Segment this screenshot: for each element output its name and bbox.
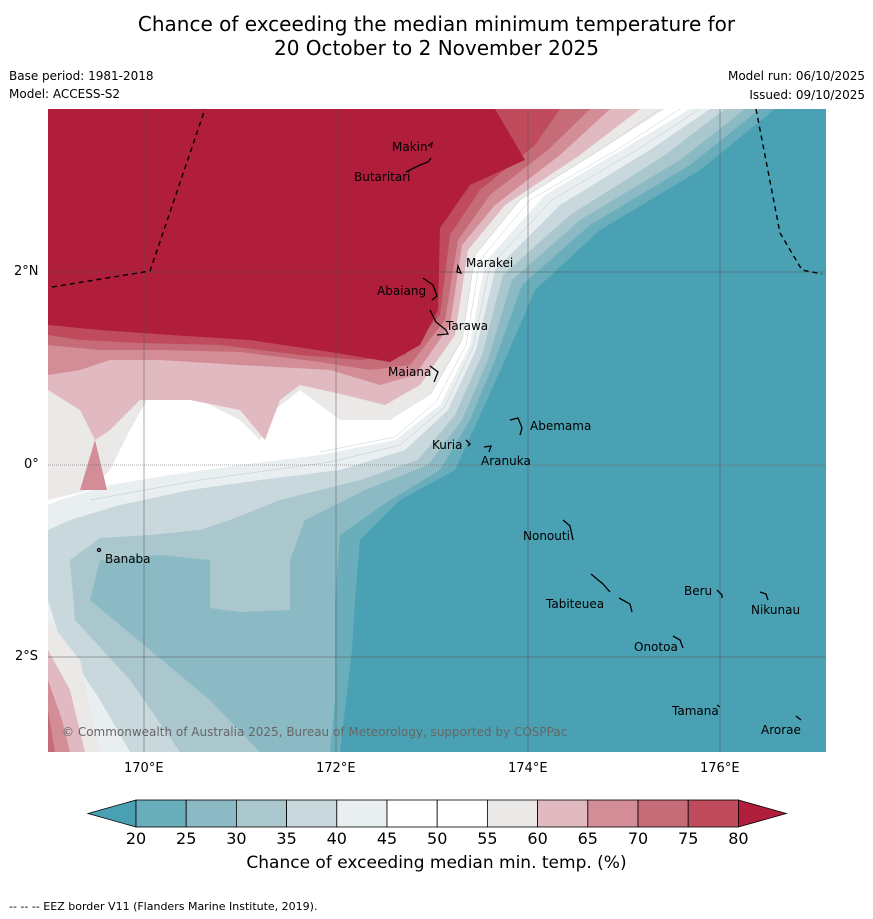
tarawa-outline — [429, 309, 450, 336]
island-label-marakei: Marakei — [466, 256, 513, 270]
eez-footer-note: -- -- -- EEZ border V11 (Flanders Marine… — [9, 900, 318, 913]
island-label-butaritari: Butaritari — [354, 170, 411, 184]
colorbar-segment — [135, 799, 187, 828]
colorbar-extend-high — [738, 799, 788, 828]
graticule — [48, 109, 826, 752]
island-label-abaiang: Abaiang — [377, 284, 426, 298]
colorbar-tick-label: 75 — [678, 829, 698, 848]
colorbar-tick-label: 30 — [226, 829, 246, 848]
colorbar-segment — [386, 799, 438, 828]
title-line-1: Chance of exceeding the median minimum t… — [137, 12, 736, 36]
island-label-aranuka: Aranuka — [481, 454, 531, 468]
contour-lines — [89, 109, 701, 501]
colorbar-tick-label: 55 — [477, 829, 497, 848]
title-line-2: 20 October to 2 November 2025 — [273, 36, 600, 60]
issued-date: Issued: 09/10/2025 — [749, 88, 865, 102]
colorbar-segment — [336, 799, 388, 828]
tabiteuea-outline — [590, 573, 633, 613]
makin-outline — [427, 141, 433, 149]
lon-tick-170e: 170°E — [124, 761, 164, 776]
colorbar-tick-label: 25 — [176, 829, 196, 848]
island-label-tamana: Tamana — [671, 704, 719, 718]
colorbar-tick-label: 65 — [578, 829, 598, 848]
colorbar-extend-low — [86, 799, 137, 828]
abaiang-outline — [422, 277, 438, 301]
island-label-banaba: Banaba — [105, 552, 151, 566]
beru-outline — [716, 589, 723, 598]
banaba-outline — [96, 547, 102, 553]
lat-tick-2s: 2°S — [15, 649, 39, 664]
colorbar-segment — [486, 799, 538, 828]
model-name: Model: ACCESS-S2 — [9, 87, 121, 101]
colorbar-segment — [537, 799, 589, 828]
arorae-outline — [795, 715, 802, 721]
aranuka-outline — [483, 445, 492, 453]
colorbar-tick-label: 60 — [527, 829, 547, 848]
colorbar-tick-label: 80 — [728, 829, 748, 848]
island-label-tarawa: Tarawa — [445, 319, 488, 333]
island-labels: Makin Butaritari Marakei Abaiang Tarawa … — [105, 140, 801, 737]
colorbar-tick-label: 70 — [628, 829, 648, 848]
abemama-outline — [509, 417, 523, 436]
colorbar-tick-label: 50 — [427, 829, 447, 848]
island-label-nonouti: Nonouti — [523, 529, 570, 543]
colorbar-tick-label: 35 — [276, 829, 296, 848]
island-label-makin: Makin — [392, 140, 428, 154]
island-label-kuria: Kuria — [432, 438, 463, 452]
colorbar-segment — [286, 799, 338, 828]
lat-tick-2n: 2°N — [14, 264, 39, 279]
marakei-outline — [456, 263, 463, 274]
kuria-outline — [465, 439, 471, 447]
colorbar-tick-label: 20 — [126, 829, 146, 848]
island-label-abemama: Abemama — [530, 419, 591, 433]
colorbar-segment — [235, 799, 287, 828]
colorbar-segment — [587, 799, 639, 828]
nonouti-outline — [562, 519, 574, 541]
island-label-arorae: Arorae — [761, 723, 801, 737]
lon-tick-172e: 172°E — [316, 761, 356, 776]
lon-tick-174e: 174°E — [508, 761, 548, 776]
lon-tick-176e: 176°E — [700, 761, 740, 776]
colorbar-segment — [687, 799, 739, 828]
colorbar-segment — [185, 799, 237, 828]
nikunau-outline — [759, 591, 769, 601]
island-label-nikunau: Nikunau — [751, 603, 800, 617]
colorbar: 20 25 30 35 40 45 50 55 60 65 70 75 80 — [86, 799, 788, 848]
colorbar-label: Chance of exceeding median min. temp. (%… — [246, 853, 627, 873]
colorbar-tick-label: 45 — [377, 829, 397, 848]
probability-field — [48, 109, 826, 752]
island-outlines — [96, 141, 802, 721]
copyright-notice: © Commonwealth of Australia 2025, Bureau… — [62, 725, 567, 739]
band-over-80 — [48, 109, 525, 362]
maiana-outline — [429, 365, 439, 383]
base-period: Base period: 1981-2018 — [9, 69, 154, 83]
model-run: Model run: 06/10/2025 — [727, 69, 865, 83]
colorbar-tick-label: 40 — [327, 829, 347, 848]
island-label-onotoa: Onotoa — [634, 640, 678, 654]
eez-border — [51, 108, 823, 288]
island-label-tabiteuea: Tabiteuea — [545, 597, 604, 611]
butaritari-outline — [405, 157, 432, 173]
island-label-beru: Beru — [684, 584, 712, 598]
lat-tick-0: 0° — [24, 457, 39, 472]
island-label-maiana: Maiana — [388, 365, 431, 379]
colorbar-segment — [637, 799, 689, 828]
colorbar-segment — [436, 799, 488, 828]
tamana-outline — [716, 704, 721, 708]
onotoa-outline — [672, 635, 684, 649]
